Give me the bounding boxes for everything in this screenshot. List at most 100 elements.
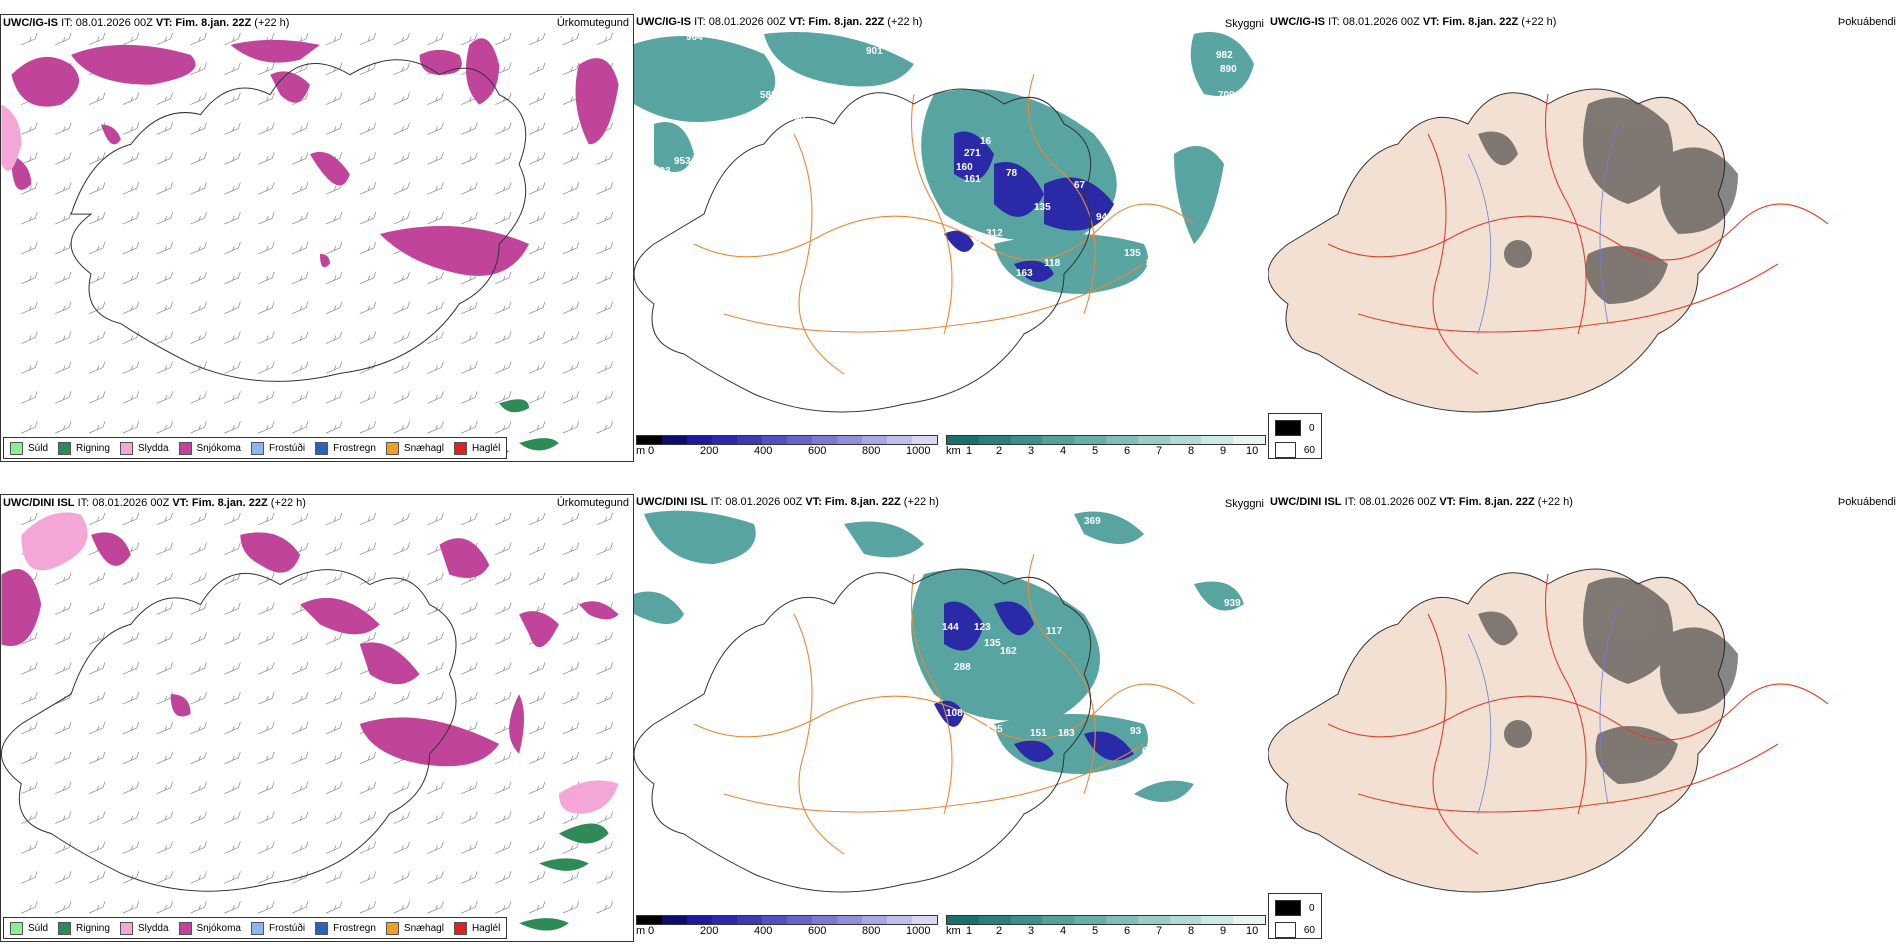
height-colorbar-row1: m 0 200 400 600 800 1000 (636, 435, 938, 457)
cloud-base-label: 144 (942, 622, 959, 633)
ptype-legend: Súld Rigning Slydda Snjókoma Frostúði Fr… (3, 917, 508, 939)
cloud-base-label: 271 (964, 148, 981, 159)
legend-item: Frostregn (315, 441, 376, 455)
fog-index-shading (1478, 97, 1738, 304)
legend-item: Frostúði (250, 441, 305, 455)
road-network (693, 73, 1195, 375)
panel-header: UWC/IG-IS IT: 08.01.2026 00Z VT: Fim. 8.… (3, 17, 290, 29)
road-network (693, 553, 1195, 855)
ptype-panel-row1: UWC/IG-IS IT: 08.01.2026 00Z VT: Fim. 8.… (0, 14, 634, 462)
panel-header: UWC/DINI ISL IT: 08.01.2026 00Z VT: Fim.… (1270, 496, 1573, 508)
fog-legend-row2: 0 60 (1268, 893, 1322, 939)
cloud-base-label: 151 (1030, 728, 1047, 739)
vis-colorbar-ticks: km 1 2 3 4 5 6 7 8 9 10 (946, 445, 1259, 457)
panel-title: Úrkomutegund (556, 17, 629, 29)
panel-header: UWC/DINI ISL IT: 08.01.2026 00Z VT: Fim.… (636, 496, 939, 508)
legend-item: Frostúði (250, 921, 305, 935)
cloud-base-label: 16 (980, 136, 992, 147)
iceland-outline (634, 88, 1092, 413)
panel-title: Úrkomutegund (556, 497, 629, 509)
legend-item: Rigning (58, 441, 110, 455)
cloud-base-label: 884 (900, 516, 917, 527)
legend-item: Snjókoma (178, 441, 241, 455)
ptype-legend: Súld Rigning Slydda Snjókoma Frostúði Fr… (3, 437, 508, 459)
cloud-base-label: 126 (1152, 736, 1169, 747)
vis-colorbar-strip (946, 915, 1266, 925)
cloud-base-label: 890 (1220, 64, 1237, 75)
road-network (1327, 93, 1829, 375)
rivers (1467, 603, 1619, 815)
fog-map-row2 (1268, 568, 1829, 893)
cloud-base-label: 288 (954, 662, 971, 673)
cloud-base-label: 163 (1016, 268, 1033, 279)
fog-legend-row1: 0 60 (1268, 413, 1322, 459)
cloud-base-label: 108 (946, 708, 963, 719)
legend-item: Rigning (58, 921, 110, 935)
cloud-base-label: 69 (1142, 746, 1154, 757)
ptype-map-row1 (1, 32, 619, 457)
wind-barbs (21, 512, 614, 914)
cloud-base-label: 67 (1074, 180, 1086, 191)
legend-item: Haglél (453, 441, 500, 455)
cloud-base-label: 982 (1216, 50, 1233, 61)
ptype-panel-row2: UWC/DINI ISL IT: 08.01.2026 00Z VT: Fim.… (0, 494, 634, 942)
cloud-base-label: 93 (1130, 726, 1142, 737)
rivers (1467, 123, 1619, 335)
iceland-outline (634, 568, 1092, 893)
snow-areas (11, 38, 619, 276)
legend-item: Slydda (119, 441, 169, 455)
cloud-base-label: 58 (794, 112, 806, 123)
height-colorbar-strip (636, 435, 938, 445)
cloud-base-label: 117 (1046, 626, 1063, 637)
cloud-base-label: 160 (956, 162, 973, 173)
vis-colorbar-ticks: km 1 2 3 4 5 6 7 8 9 10 (946, 925, 1259, 937)
cloud-base-label: 161 (964, 174, 981, 185)
fog-panel-row2: UWC/DINI ISL IT: 08.01.2026 00Z VT: Fim.… (1268, 494, 1900, 942)
legend-item: Haglél (453, 921, 500, 935)
cloud-base-label: 901 (866, 46, 883, 57)
panel-title: Þokuábendi (1837, 16, 1896, 28)
height-colorbar-row2: m 0 200 400 600 800 1000 (636, 915, 938, 937)
teal-fog-areas (634, 510, 1244, 802)
panel-header: UWC/DINI ISL IT: 08.01.2026 00Z VT: Fim.… (3, 497, 306, 509)
cloud-base-label: 953 (674, 156, 691, 167)
cloud-base-label: 369 (1084, 516, 1101, 527)
blue-low-cloud-areas (934, 601, 1134, 762)
ptype-map-row2 (1, 512, 619, 937)
visibility-panel-row2: 884 703 144 123 135 162 288 117 108 195 151 183 93 12… (634, 494, 1268, 942)
cloud-base-label: 135 (1034, 202, 1051, 213)
iceland-outline (1, 569, 457, 892)
cloud-base-label: 94 (1096, 212, 1108, 223)
road-network (1327, 573, 1829, 855)
cloud-base-label: 903 (654, 166, 671, 177)
legend-item: Snæhagl (385, 441, 444, 455)
panel-title: Þokuábendi (1837, 496, 1896, 508)
snow-areas (1, 532, 619, 767)
cloud-base-label: 118 (1044, 258, 1061, 269)
height-colorbar-ticks: m 0 200 400 600 800 1000 (636, 445, 931, 457)
cloud-base-label: 585 (760, 90, 777, 101)
vis-colorbar-strip (946, 435, 1266, 445)
visibility-panel-row1: 964 901 585 58 953 903 16 271 160 161 78 67 135 94 92 3… (634, 14, 1268, 462)
blue-low-cloud-areas (944, 131, 1114, 282)
cloud-base-label: 183 (1058, 728, 1075, 739)
fog-panel-row1: UWC/IG-IS IT: 08.01.2026 00Z VT: Fim. 8.… (1268, 14, 1900, 462)
panel-header: UWC/IG-IS IT: 08.01.2026 00Z VT: Fim. 8.… (1270, 16, 1557, 28)
cloud-base-label: 964 (686, 32, 703, 43)
cloud-base-label: 195 (986, 724, 1003, 735)
cloud-base-label: 709 (1218, 90, 1235, 101)
cloud-base-label: 312 (986, 228, 1003, 239)
sleet-areas (21, 512, 619, 814)
fog-map-row1 (1268, 88, 1829, 413)
fog-index-shading (1478, 577, 1738, 784)
sleet-areas (1, 104, 22, 171)
legend-item: Snæhagl (385, 921, 444, 935)
wind-barbs (21, 32, 614, 434)
panel-title: Skyggni (1224, 18, 1264, 30)
cloud-base-label: 952 (1228, 136, 1245, 147)
legend-item: Snjókoma (178, 921, 241, 935)
cloud-base-label: 939 (1224, 598, 1241, 609)
